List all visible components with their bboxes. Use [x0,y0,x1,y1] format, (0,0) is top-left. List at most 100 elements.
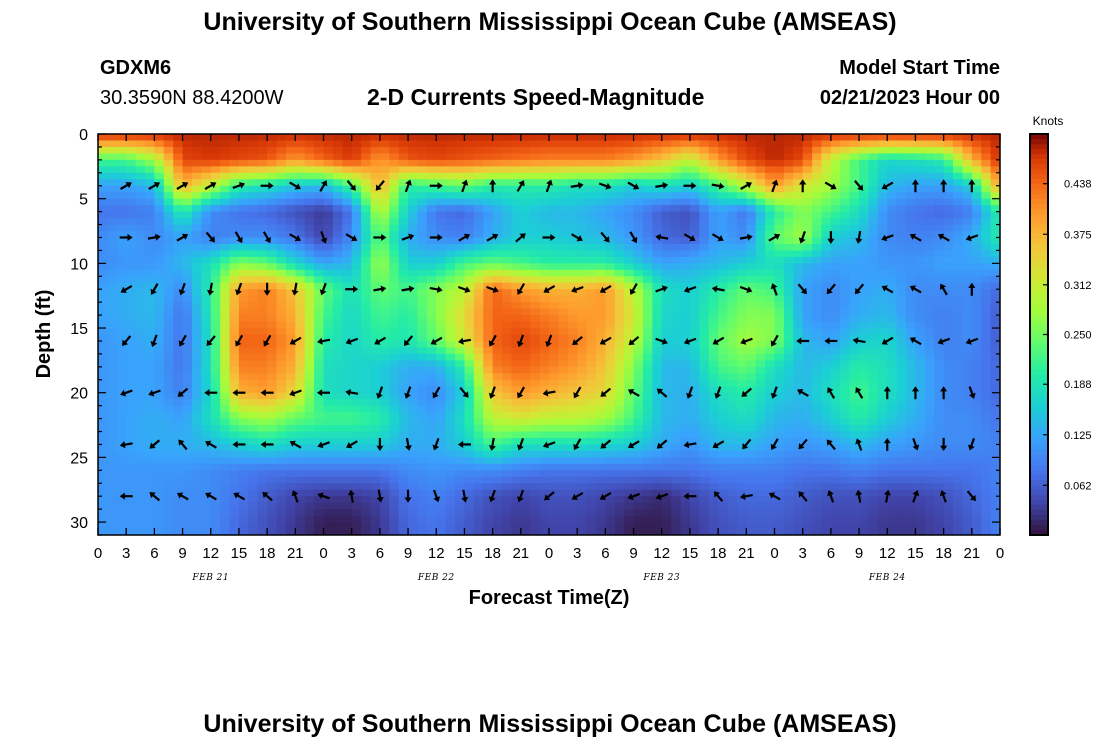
heat-cell [154,140,165,148]
heat-cell [577,211,588,219]
heat-cell [708,146,719,155]
heat-cell [821,289,832,297]
heat-cell [934,328,945,336]
heat-cell [455,134,466,142]
heat-cell [351,146,362,155]
heat-cell [144,179,155,187]
heat-cell [173,205,184,213]
heat-cell [774,192,785,200]
heat-cell [154,405,165,413]
heat-cell [821,140,832,148]
heat-cell [389,269,400,277]
heat-cell [661,243,672,252]
heat-cell [220,334,231,342]
heat-cell [642,269,653,277]
heat-cell [417,243,428,252]
heat-cell [746,250,757,258]
heat-cell [981,282,992,290]
heat-cell [530,198,541,206]
heat-cell [408,179,419,187]
heat-cell [567,321,578,329]
heat-cell [408,347,419,355]
heat-cell [267,366,278,374]
heat-cell [210,379,221,387]
heat-cell [830,179,841,187]
heat-cell [614,153,625,161]
heat-cell [633,373,644,381]
heat-cell [314,353,325,361]
heat-cell [483,224,494,232]
heat-cell [351,211,362,219]
heat-cell [558,289,569,297]
heat-cell [605,315,616,323]
heat-cell [238,159,249,167]
heat-cell [953,269,964,277]
heat-cell [107,269,118,277]
heat-cell [642,172,653,180]
heat-cell [248,159,259,167]
heat-cell [389,328,400,336]
heat-cell [642,450,653,458]
heat-cell [473,146,484,155]
heat-cell [812,360,823,368]
heat-cell [605,250,616,258]
heat-cell [821,379,832,387]
heat-cell [577,340,588,349]
heat-cell [201,237,212,245]
heat-cell [398,444,409,452]
heat-cell [539,386,550,394]
heat-cell [746,282,757,290]
heat-cell [483,140,494,148]
heat-cell [285,276,296,284]
heat-cell [210,243,221,252]
heat-cell [577,353,588,361]
heat-cell [783,347,794,355]
heat-cell [549,250,559,258]
heat-cell [708,237,719,245]
heat-cell [436,263,447,271]
heat-cell [652,282,663,290]
heat-cell [793,224,804,232]
heat-cell [802,295,813,303]
heat-cell [314,237,325,245]
heat-cell [220,140,231,148]
heat-cell [821,134,832,142]
heat-cell [774,159,785,167]
heat-cell [896,276,907,284]
heat-cell [370,218,381,226]
heat-cell [323,140,334,148]
heat-cell [868,373,879,381]
heat-cell [765,412,776,420]
heat-cell [144,140,155,148]
heat-cell [971,373,982,381]
heat-cell [398,224,409,232]
heat-cell [859,159,870,167]
heat-cell [830,392,841,400]
heat-cell [408,405,419,413]
heat-cell [370,263,381,271]
heat-cell [680,366,691,374]
heat-cell [586,159,597,167]
heat-cell [962,224,973,232]
heat-cell [276,315,287,323]
heat-cell [727,153,738,161]
heat-cell [577,198,588,206]
heat-cell [323,347,334,355]
heat-cell [182,172,193,180]
heat-cell [473,205,484,213]
heat-cell [887,399,898,407]
heat-cell [163,172,174,180]
heat-cell [229,205,240,213]
heat-cell [633,360,644,368]
heat-cell [530,218,541,226]
heat-cell [107,308,118,316]
heat-cell [746,185,757,193]
heat-cell [765,379,776,387]
heat-cell [408,218,419,226]
heat-cell [755,134,766,142]
heat-cell [821,399,832,407]
heat-cell [671,457,682,465]
heat-cell [267,153,278,161]
heat-cell [943,360,954,368]
heat-cell [126,159,137,167]
